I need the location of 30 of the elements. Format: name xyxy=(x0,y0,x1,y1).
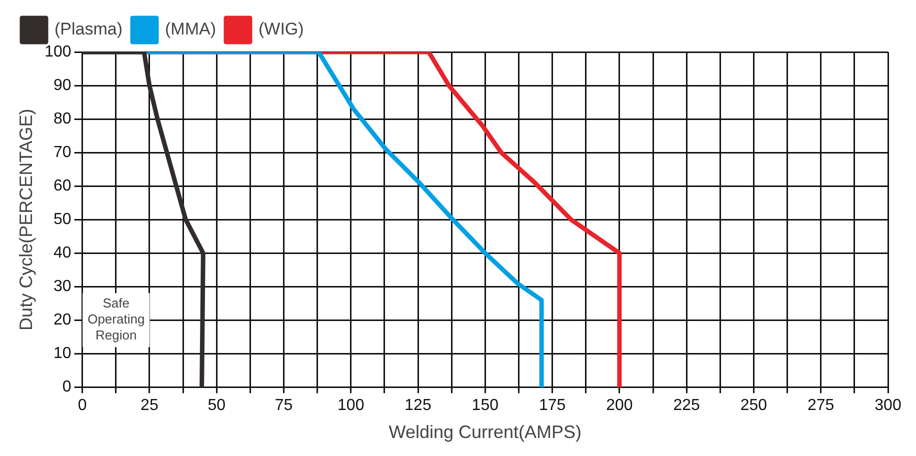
legend-label: (WIG) xyxy=(258,20,304,39)
y-tick-label: 90 xyxy=(54,76,72,94)
x-tick-label: 200 xyxy=(606,397,633,414)
x-tick-label: 75 xyxy=(274,397,293,414)
x-tick-label: 225 xyxy=(673,397,700,414)
x-tick-label: 275 xyxy=(808,397,834,414)
y-tick-label: 60 xyxy=(54,177,72,194)
y-tick-label: 70 xyxy=(54,144,72,161)
x-tick-label: 100 xyxy=(338,397,364,414)
x-tick-label: 25 xyxy=(140,397,158,414)
x-tick-label: 250 xyxy=(740,397,768,414)
y-tick-label: 10 xyxy=(54,345,72,362)
legend-label: (Plasma) xyxy=(54,20,123,39)
x-tick-label: 50 xyxy=(208,397,226,414)
y-tick-label: 80 xyxy=(54,110,72,128)
x-tick-label: 175 xyxy=(538,397,566,414)
x-tick-label: 125 xyxy=(404,397,432,414)
y-tick-label: 20 xyxy=(54,312,72,329)
x-tick-label: 150 xyxy=(472,397,499,414)
y-tick-label: 50 xyxy=(54,211,72,228)
y-tick-label: 0 xyxy=(62,378,72,396)
legend-label: (MMA) xyxy=(165,20,216,39)
y-axis-title: Duty Cycle(PERCENTAGE) xyxy=(16,108,36,330)
x-tick-label: 300 xyxy=(874,397,902,414)
y-tick-label: 30 xyxy=(54,278,72,296)
x-tick-label: 0 xyxy=(78,397,87,414)
annotation: Safe Operating Region xyxy=(88,296,145,343)
y-tick-label: 100 xyxy=(44,43,72,60)
x-axis-title: Welding Current(AMPS) xyxy=(388,422,582,442)
y-tick-label: 40 xyxy=(54,244,72,262)
